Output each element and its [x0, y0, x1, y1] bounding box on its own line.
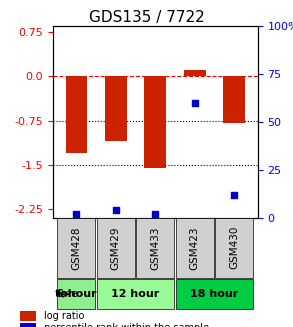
Text: GSM430: GSM430 [229, 226, 239, 269]
Point [153, 211, 158, 216]
Bar [144, 76, 166, 168]
Text: time: time [55, 289, 78, 299]
Text: log ratio: log ratio [44, 311, 84, 321]
Bar [223, 76, 245, 124]
Bar [20, 311, 36, 321]
FancyBboxPatch shape [215, 218, 253, 278]
FancyBboxPatch shape [97, 279, 174, 309]
Bar [66, 76, 87, 153]
Point [74, 211, 79, 216]
Bar [20, 323, 36, 327]
FancyBboxPatch shape [176, 218, 214, 278]
FancyBboxPatch shape [57, 279, 95, 309]
Text: GSM429: GSM429 [111, 226, 121, 269]
Point [113, 208, 118, 213]
Text: GDS135 / 7722: GDS135 / 7722 [88, 10, 205, 25]
FancyBboxPatch shape [97, 218, 135, 278]
Bar [105, 76, 127, 141]
Bar [184, 70, 206, 76]
FancyBboxPatch shape [57, 218, 95, 278]
Text: GSM433: GSM433 [150, 226, 160, 269]
FancyBboxPatch shape [136, 218, 174, 278]
Point [232, 192, 236, 198]
Text: GSM423: GSM423 [190, 226, 200, 269]
Text: 6 hour: 6 hour [56, 289, 97, 299]
Point [193, 100, 197, 105]
Text: 18 hour: 18 hour [190, 289, 239, 299]
Text: 12 hour: 12 hour [111, 289, 160, 299]
Text: GSM428: GSM428 [71, 226, 81, 269]
Text: percentile rank within the sample: percentile rank within the sample [44, 323, 209, 327]
FancyBboxPatch shape [176, 279, 253, 309]
